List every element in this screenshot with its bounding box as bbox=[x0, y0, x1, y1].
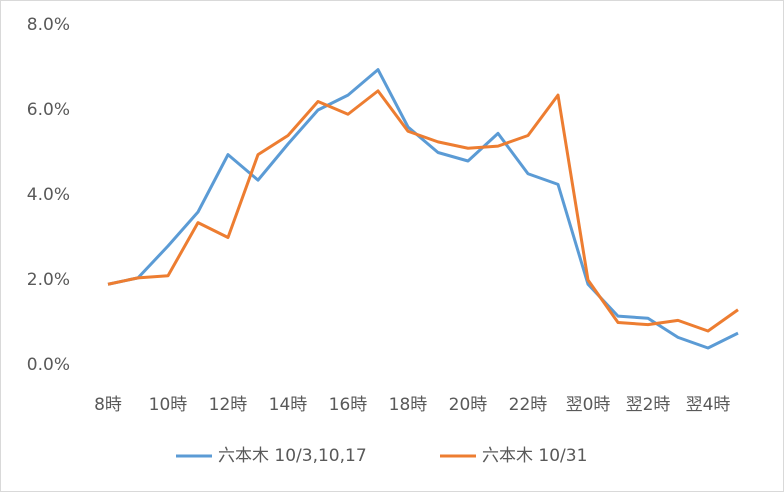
x-tick-label: 22時 bbox=[509, 395, 548, 415]
y-tick-label: 2.0% bbox=[27, 270, 70, 290]
x-tick-label: 翌4時 bbox=[686, 395, 731, 415]
x-tick-label: 8時 bbox=[94, 395, 122, 415]
y-tick-label: 0.0% bbox=[27, 355, 70, 375]
y-tick-label: 6.0% bbox=[27, 100, 70, 120]
x-tick-label: 14時 bbox=[269, 395, 308, 415]
series-line bbox=[107, 68, 739, 350]
x-tick-label: 翌0時 bbox=[566, 395, 611, 415]
y-tick-label: 8.0% bbox=[27, 15, 70, 35]
x-tick-label: 12時 bbox=[209, 395, 248, 415]
legend-label: 六本木 10/3,10,17 bbox=[218, 446, 367, 466]
x-tick-label: 10時 bbox=[149, 395, 188, 415]
x-tick-label: 16時 bbox=[329, 395, 368, 415]
x-tick-label: 20時 bbox=[449, 395, 488, 415]
x-tick-label: 翌2時 bbox=[626, 395, 671, 415]
legend-label: 六本木 10/31 bbox=[482, 446, 587, 466]
y-tick-label: 4.0% bbox=[27, 185, 70, 205]
x-tick-label: 18時 bbox=[389, 395, 428, 415]
series-line bbox=[107, 89, 739, 333]
